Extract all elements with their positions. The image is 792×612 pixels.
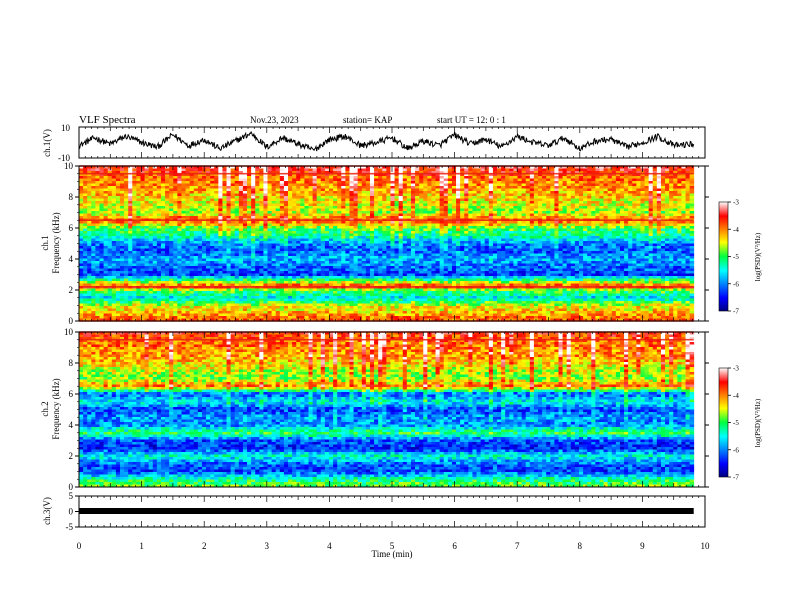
time-axis: 0 1 2 3 4 5 6 7 8 9 10	[77, 127, 710, 551]
start-ut-label: start UT = 12: 0 : 1	[437, 115, 506, 125]
colorbar-tick-label: -5	[733, 253, 739, 261]
ch1-waveform-line	[78, 130, 695, 152]
ch3-waveform-line	[79, 508, 694, 514]
ch2-spectrogram-ylabel-line2: Frequency (kHz)	[51, 378, 61, 439]
ch2-spectrogram-panel: 0 2 4 6 8 10 ch.2 Frequency (kHz)	[40, 327, 709, 492]
ch1-colorbar-gradient	[718, 201, 729, 312]
ch3-tick-label: -5	[66, 522, 74, 532]
time-axis-label: Time (min)	[372, 549, 413, 559]
time-tick-label: 7	[515, 541, 520, 551]
time-tick-label: 0	[77, 541, 82, 551]
ch1-freq-tick-label: 4	[69, 254, 74, 264]
ch1-freq-tick-label: 6	[69, 223, 74, 233]
colorbar-tick-label: -3	[733, 365, 739, 373]
ch2-freq-tick-label: 10	[64, 327, 74, 337]
ch1-freq-tick-label: 2	[69, 285, 74, 295]
ch3-waveform-ylabel: ch.3(V)	[42, 497, 52, 525]
ch2-freq-tick-label: 6	[69, 389, 74, 399]
ch1-spectrogram-ylabel-line2: Frequency (kHz)	[51, 212, 61, 273]
time-tick-label: 6	[452, 541, 457, 551]
ch1-spectrogram-image	[79, 165, 695, 322]
time-tick-label: 10	[701, 541, 711, 551]
ch2-spectrogram-ylabel-line1: ch.2	[40, 401, 50, 416]
ch1-freq-tick-label: 8	[69, 192, 74, 202]
colorbar-tick-label: -6	[733, 280, 739, 288]
time-tick-label: 4	[327, 541, 332, 551]
time-tick-label: 3	[265, 541, 270, 551]
colorbar-tick-label: -6	[733, 446, 739, 454]
colorbar-tick-label: -5	[733, 419, 739, 427]
time-tick-label: 5	[390, 541, 395, 551]
ch3-tick-label: 0	[69, 507, 74, 517]
ch1-ymin-tick-label: -10	[58, 153, 70, 163]
ch1-colorbar: -3 -4 -5 -6 -7 log(PSD)(V²/Hz)	[718, 199, 762, 316]
ch2-colorbar-gradient	[718, 367, 729, 478]
ch1-spectrogram-ylabel-line1: ch.1	[40, 235, 50, 250]
ch1-ymax-tick-label: 10	[61, 123, 71, 133]
station-label: station= KAP	[343, 115, 392, 125]
time-tick-label: 2	[202, 541, 207, 551]
ch1-waveform-ylabel: ch.1(V)	[42, 129, 52, 157]
ch2-freq-tick-label: 0	[69, 482, 74, 492]
ch1-freq-tick-label: 0	[69, 316, 74, 326]
colorbar-tick-label: -4	[733, 392, 739, 400]
ch2-spectrogram-image	[79, 331, 695, 488]
ch1-spectrogram-panel: 0 2 4 6 8 10 ch.1 Frequency (kHz)	[40, 161, 709, 326]
time-tick-label: 8	[578, 541, 583, 551]
colorbar-tick-label: -3	[733, 199, 739, 207]
ch2-freq-tick-label: 8	[69, 358, 74, 368]
ch2-colorbar-label: log(PSD)(V²/Hz)	[754, 398, 762, 447]
colorbar-tick-label: -4	[733, 226, 739, 234]
ch1-colorbar-label: log(PSD)(V²/Hz)	[754, 232, 762, 281]
ch2-freq-tick-label: 4	[69, 420, 74, 430]
date-label: Nov.23, 2023	[250, 115, 299, 125]
colorbar-tick-label: -7	[733, 474, 739, 482]
colorbar-tick-label: -7	[733, 308, 739, 316]
figure-title: VLF Spectra	[79, 114, 136, 126]
time-tick-label: 1	[139, 541, 144, 551]
ch1-freq-tick-label: 10	[64, 161, 74, 171]
ch3-tick-label: 5	[69, 491, 74, 501]
ch2-freq-tick-label: 2	[69, 451, 74, 461]
time-tick-label: 9	[640, 541, 645, 551]
ch2-colorbar: -3 -4 -5 -6 -7 log(PSD)(V²/Hz)	[718, 365, 762, 482]
